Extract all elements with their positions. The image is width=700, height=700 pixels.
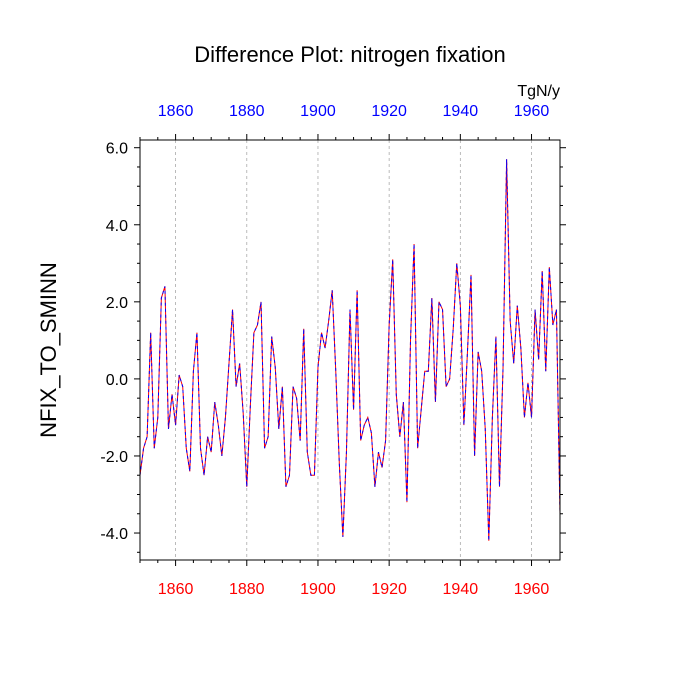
plot-frame [139, 139, 561, 561]
grid-lines [175, 140, 532, 560]
x-tick-label-top: 1960 [514, 103, 550, 120]
x-tick-label-bottom: 1860 [158, 581, 194, 598]
y-tick-label: -2.0 [100, 449, 128, 466]
x-tick-label-bottom: 1880 [229, 581, 265, 598]
x-tick-label-top: 1880 [229, 103, 265, 120]
axes: 6.0 4.0 2.0 0.0 -2.0 -4.0 1860 1860 1880 1880 1900… [100, 103, 566, 598]
x-tick-label-bottom: 1900 [300, 581, 336, 598]
y-tick-label: -4.0 [100, 526, 128, 543]
series-line-blue [139, 159, 561, 541]
x-tick-label-top: 1900 [300, 103, 336, 120]
y-tick-label: 0.0 [106, 372, 128, 389]
units-label: TgN/y [517, 83, 560, 100]
x-tick-label-top: 1920 [371, 103, 407, 120]
x-tick-label-top: 1860 [158, 103, 194, 120]
y-tick-label: 4.0 [106, 218, 128, 235]
y-tick-label: 6.0 [106, 141, 128, 158]
chart-title: Difference Plot: nitrogen fixation [194, 42, 505, 67]
x-tick-label-top: 1940 [443, 103, 479, 120]
x-tick-label-bottom: 1940 [443, 581, 479, 598]
y-axis-label: NFIX_TO_SMINN [36, 262, 61, 438]
x-tick-label-bottom: 1920 [371, 581, 407, 598]
series-line-red [139, 159, 561, 541]
x-tick-label-bottom: 1960 [514, 581, 550, 598]
y-tick-label: 2.0 [106, 295, 128, 312]
series-lines [139, 159, 561, 541]
